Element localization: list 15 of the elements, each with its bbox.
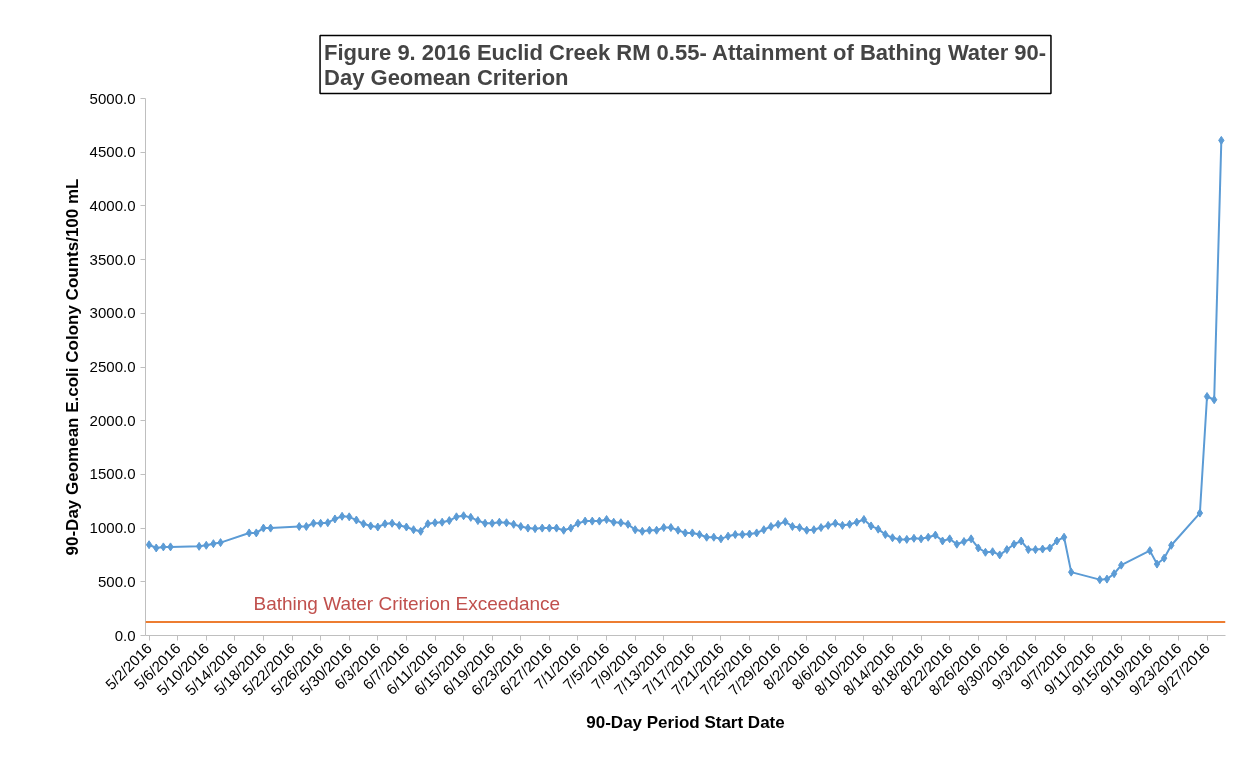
y-tick-label: 2500.0 bbox=[89, 358, 136, 375]
y-axis-title: 90-Day Geomean E.coli Colony Counts/100 mL bbox=[62, 178, 82, 556]
y-tick-label: 4500.0 bbox=[89, 143, 136, 161]
y-tick-label: 5000.0 bbox=[89, 89, 136, 107]
y-tick-label: 2000.0 bbox=[89, 411, 136, 429]
y-tick-label: 3500.0 bbox=[89, 250, 136, 268]
y-tick-label: 1000.0 bbox=[89, 519, 136, 537]
y-tick-label: 500.0 bbox=[97, 572, 136, 590]
y-tick-label: 4000.0 bbox=[89, 196, 136, 214]
y-tick-label: 1500.0 bbox=[89, 465, 136, 483]
x-axis-title: 90-Day Period Start Date bbox=[586, 712, 785, 732]
ref-line-label: Bathing Water Criterion Exceedance bbox=[253, 592, 561, 614]
y-tick-label: 0.0 bbox=[114, 626, 136, 644]
chart-title: Figure 9. 2016 Euclid Creek RM 0.55- Attainment of Bathing Water 90- Day Geomean Criterion bbox=[324, 39, 1047, 90]
y-tick-label: 3000.0 bbox=[89, 304, 136, 322]
